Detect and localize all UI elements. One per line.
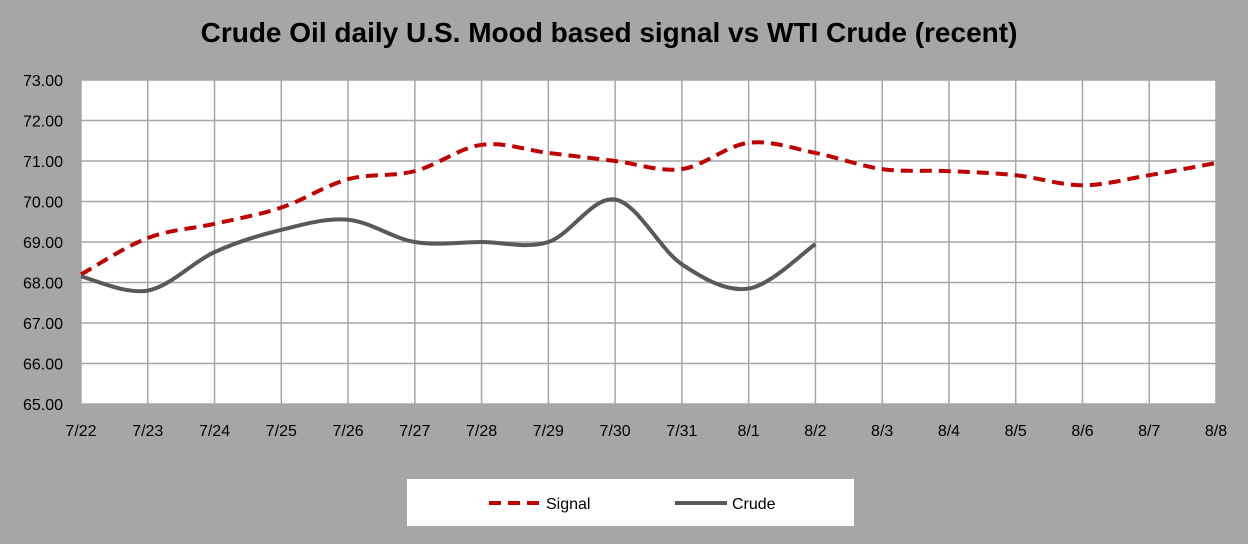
y-tick-label: 69.00 <box>23 235 63 252</box>
y-tick-label: 67.00 <box>23 316 63 333</box>
grid-lines <box>80 79 1217 405</box>
x-tick-label: 8/3 <box>871 423 893 440</box>
x-tick-label: 7/25 <box>266 423 297 440</box>
x-axis-ticks: 7/22 7/23 7/24 7/25 7/26 7/27 7/28 7/29 7/30 7/31… <box>65 423 1227 440</box>
series-line-crude <box>80 197 817 294</box>
x-tick-label: 7/31 <box>666 423 697 440</box>
y-tick-label: 65.00 <box>23 397 63 414</box>
y-axis-ticks: 65.00 66.00 67.00 68.00 69.00 70.00 71.00 72.00… <box>23 73 63 414</box>
legend: Signal Crude <box>407 479 854 526</box>
x-tick-label: 8/6 <box>1071 423 1093 440</box>
legend-label-crude: Crude <box>732 496 776 513</box>
x-tick-label: 7/24 <box>199 423 230 440</box>
x-tick-label: 7/30 <box>600 423 631 440</box>
y-tick-label: 71.00 <box>23 154 63 171</box>
chart-title: Crude Oil daily U.S. Mood based signal v… <box>201 17 1018 48</box>
y-tick-label: 70.00 <box>23 195 63 212</box>
series-lines <box>80 140 1217 294</box>
x-tick-label: 7/26 <box>332 423 363 440</box>
x-tick-label: 8/1 <box>738 423 760 440</box>
x-tick-label: 7/27 <box>399 423 430 440</box>
legend-box <box>407 479 854 526</box>
x-tick-label: 8/2 <box>804 423 826 440</box>
x-tick-label: 7/23 <box>132 423 163 440</box>
series-line-signal <box>80 140 1217 277</box>
x-tick-label: 7/29 <box>533 423 564 440</box>
x-tick-label: 7/28 <box>466 423 497 440</box>
x-tick-label: 8/7 <box>1138 423 1160 440</box>
x-tick-label: 8/4 <box>938 423 960 440</box>
x-tick-label: 7/22 <box>65 423 96 440</box>
y-tick-label: 72.00 <box>23 114 63 131</box>
legend-label-signal: Signal <box>546 496 590 513</box>
x-tick-label: 8/5 <box>1005 423 1027 440</box>
y-tick-label: 68.00 <box>23 276 63 293</box>
y-tick-label: 66.00 <box>23 357 63 374</box>
y-tick-label: 73.00 <box>23 73 63 90</box>
x-tick-label: 8/8 <box>1205 423 1227 440</box>
